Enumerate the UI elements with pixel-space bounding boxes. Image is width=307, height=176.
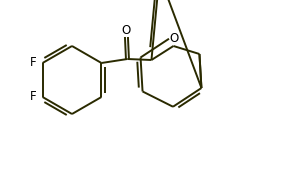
- Text: O: O: [122, 24, 131, 36]
- Text: O: O: [170, 33, 179, 46]
- Text: F: F: [30, 56, 37, 70]
- Text: F: F: [30, 90, 37, 103]
